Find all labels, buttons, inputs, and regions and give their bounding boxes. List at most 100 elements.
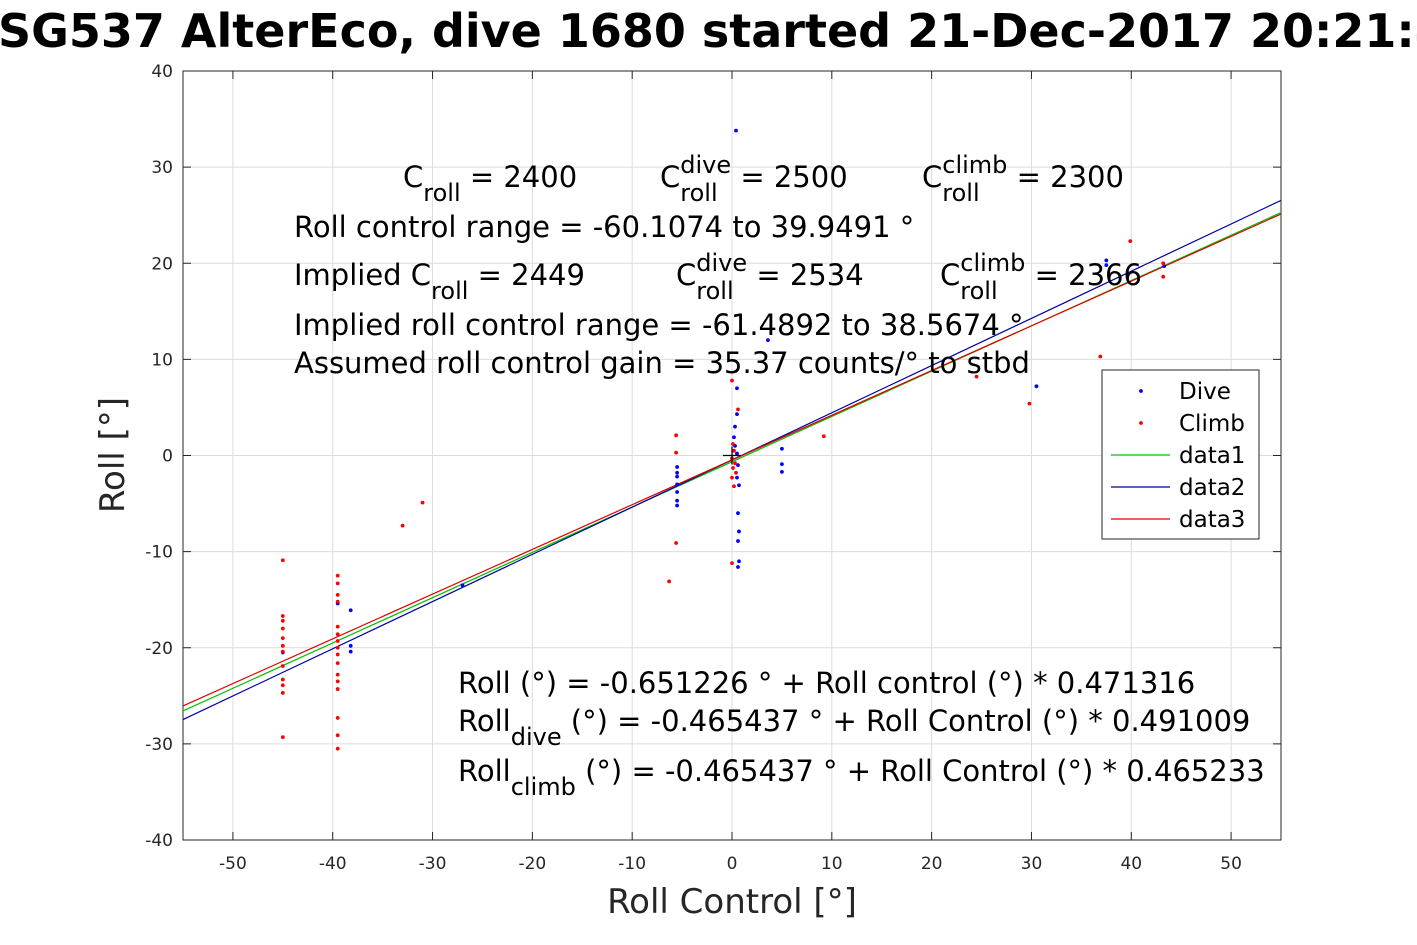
point-dive xyxy=(736,565,740,569)
y-tick-label: 30 xyxy=(151,158,173,178)
point-dive xyxy=(736,511,740,516)
annotation-part: climb xyxy=(942,151,1007,179)
point-climb xyxy=(335,624,340,629)
point-dive xyxy=(348,643,353,648)
point-climb xyxy=(335,645,340,650)
point-climb xyxy=(1027,401,1032,406)
y-tick-label: -20 xyxy=(145,639,173,659)
point-climb xyxy=(674,541,679,545)
annotation-part: Implied roll control range = -61.4892 to… xyxy=(294,308,1024,342)
annotation-c-roll: Croll = 2400 xyxy=(403,160,577,207)
origin-marker xyxy=(723,446,741,465)
point-climb xyxy=(280,636,285,641)
annotation-part: dive xyxy=(511,723,562,751)
point-dive xyxy=(735,475,739,480)
point-dive xyxy=(780,446,784,451)
x-tick-label: 40 xyxy=(1120,854,1142,874)
point-climb xyxy=(335,592,340,597)
point-climb xyxy=(335,573,340,578)
annotation-part: C xyxy=(922,160,942,194)
y-tick-label: 40 xyxy=(151,62,173,82)
legend-label-climb: Climb xyxy=(1179,411,1245,437)
point-climb xyxy=(280,614,285,618)
point-climb xyxy=(280,626,285,631)
point-climb xyxy=(335,581,340,586)
annotation-part: = 2500 xyxy=(731,160,848,194)
annotation-part: = 2366 xyxy=(1025,258,1142,292)
annotation-c-roll-dive: Cdive roll = 2500 xyxy=(660,151,848,207)
point-climb xyxy=(280,618,285,623)
annotation-fit-dive: Rolldive (°) = -0.465437 ° + Roll Contro… xyxy=(458,704,1250,751)
legend-label-data2: data2 xyxy=(1179,475,1245,501)
annotation-part: roll xyxy=(942,179,979,207)
point-dive xyxy=(737,483,741,488)
annotation-part: dive xyxy=(680,151,731,179)
point-climb xyxy=(730,561,734,566)
annotation-part: (°) = -0.465437 ° + Roll Control (°) * 0… xyxy=(562,704,1251,738)
annotation-part: = 2449 xyxy=(468,258,585,292)
point-climb xyxy=(335,632,340,637)
data-points xyxy=(280,128,1167,751)
x-tick-label: -40 xyxy=(319,854,347,874)
x-tick-label: 20 xyxy=(921,854,943,874)
point-dive xyxy=(675,465,679,469)
annotation-part: Roll xyxy=(458,754,511,788)
point-climb xyxy=(280,664,285,668)
annotation-part: Roll (°) = -0.651226 ° + Roll control (°… xyxy=(458,666,1195,700)
legend-label-data1: data1 xyxy=(1179,443,1245,469)
annotation-part: roll xyxy=(696,277,733,305)
legend: Dive Climb data1 data2 data3 xyxy=(1101,369,1260,540)
point-climb xyxy=(335,652,340,657)
point-climb xyxy=(280,558,285,563)
annotation-part: Roll control range = -60.1074 to 39.9491… xyxy=(294,210,914,244)
point-climb xyxy=(335,672,340,677)
point-climb xyxy=(730,475,734,480)
point-dive xyxy=(735,451,739,456)
point-climb xyxy=(821,434,826,439)
point-dive xyxy=(1104,263,1109,268)
legend-marker-dive xyxy=(1139,389,1143,393)
annotation-part: (°) = -0.465437 ° + Roll Control (°) * 0… xyxy=(576,754,1265,788)
annotation-part: C xyxy=(676,258,696,292)
x-tick-label: 10 xyxy=(821,854,843,874)
legend-marker-climb xyxy=(1139,421,1143,425)
point-dive xyxy=(780,469,784,474)
annotation-part: climb xyxy=(960,249,1025,277)
legend-label-dive: Dive xyxy=(1179,379,1231,405)
point-climb xyxy=(335,661,340,666)
annotation-part: dive xyxy=(696,249,747,277)
point-climb xyxy=(335,639,340,643)
point-dive xyxy=(1162,264,1167,269)
point-climb xyxy=(731,466,735,470)
point-dive xyxy=(1104,258,1109,263)
y-tick-label: 0 xyxy=(162,447,173,467)
annotation-fit-climb: Rollclimb (°) = -0.465437 ° + Roll Contr… xyxy=(458,754,1265,801)
annotation-part: C xyxy=(940,258,960,292)
point-climb xyxy=(730,378,734,383)
point-dive xyxy=(348,608,353,613)
x-tick-label: 30 xyxy=(1021,854,1043,874)
point-climb xyxy=(736,407,740,412)
point-climb xyxy=(280,683,285,688)
annotation-implied-c-roll-climb: Cclimb roll = 2366 xyxy=(940,249,1142,305)
x-tick-label: 50 xyxy=(1220,854,1242,874)
x-tick-label: -20 xyxy=(518,854,546,874)
point-dive xyxy=(733,424,737,429)
point-climb xyxy=(674,433,679,438)
point-climb xyxy=(335,733,340,738)
point-dive xyxy=(737,529,741,534)
point-climb xyxy=(420,500,425,505)
point-climb xyxy=(335,716,340,720)
point-dive xyxy=(732,435,736,440)
point-climb xyxy=(731,442,735,446)
point-climb xyxy=(280,649,285,654)
annotation-part: C xyxy=(660,160,680,194)
annotation-part: C xyxy=(403,160,423,194)
annotation-part: roll xyxy=(423,179,460,207)
annotation-assumed-gain: Assumed roll control gain = 35.37 counts… xyxy=(294,346,1030,380)
point-dive xyxy=(675,498,679,503)
y-tick-label: 20 xyxy=(151,254,173,274)
point-climb xyxy=(280,677,285,682)
point-climb xyxy=(335,679,340,684)
x-tick-label: -10 xyxy=(618,854,646,874)
